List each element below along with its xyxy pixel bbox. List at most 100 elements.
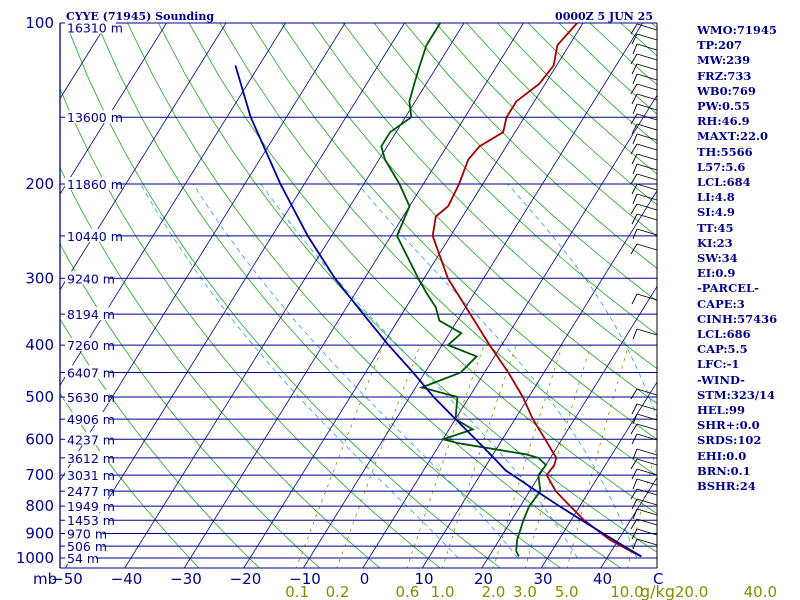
wind-barb [636,153,658,161]
wind-barb [636,448,658,456]
height-label: 2477 m [67,484,115,499]
dry-adiabat [373,23,657,302]
dry-adiabat [219,23,657,477]
isotherm [60,23,227,291]
temperature-tick-label: −50 [51,570,83,588]
index-line: MAXT:22.0 [697,129,768,144]
height-label-bg [65,228,116,242]
index-line: CAPE:3 [697,296,745,311]
wind-barb-flag [630,203,638,215]
dry-adiabat [60,87,441,568]
wind-barbs [630,23,658,550]
date-time: 0000Z 5 JUN 25 [555,10,653,23]
height-label-bg [65,389,110,403]
isotherm [362,94,657,568]
height-label-bg [65,365,110,379]
station-title: CYYE (71945) Sounding [66,10,214,23]
wind-barb [636,413,658,421]
wind-barb [636,113,658,121]
wind-barb-flag [631,123,638,135]
wind-barb-flag [632,413,638,425]
wind-barb-flag [632,508,638,520]
height-label-bg [65,551,96,564]
mixing-ratio-line [406,344,485,568]
wind-barb-flag [630,83,638,95]
wind-barb [636,33,658,41]
wind-barb-flag [630,458,638,470]
wind-barb-flag [631,213,638,225]
wind-barb [636,518,658,526]
wind-barb-flag [631,293,638,305]
height-label: 9240 m [67,271,115,286]
wind-barb-flag [630,423,638,435]
index-line: EI:0.9 [697,266,736,281]
isotherm [183,23,525,568]
height-label-bg [65,484,110,498]
temperature-tick-label: −20 [230,570,262,588]
wind-barb [636,293,658,301]
wind-barb-flag [630,518,638,530]
index-line: TT:45 [697,220,734,235]
moist-adiabat [140,183,459,559]
wind-barb-flag [632,478,638,490]
index-line: L57:5.6 [697,159,746,174]
mixing-ratio-line [336,344,421,568]
wind-barb-flag [630,388,638,400]
height-label: 11860 m [67,177,123,192]
dry-adiabat [60,166,381,568]
temperature-tick-label: 0 [360,570,370,588]
wind-barb [636,508,658,516]
index-line: BRN:0.1 [697,463,751,478]
wind-barb-flag [630,243,638,255]
index-line: STM:323/14 [697,387,776,402]
dry-adiabat [60,392,200,568]
isotherm [124,23,465,568]
dry-adiabat [60,242,321,568]
height-label-bg [65,539,103,553]
isotherms [60,23,657,568]
wind-barb [636,488,658,496]
height-label: 6407 m [67,365,115,380]
mixing-ratio-label: 0.6 [395,583,419,600]
index-line: PW:0.55 [697,99,751,114]
pressure-tick-label: 200 [25,175,54,193]
wind-barb [636,403,658,411]
height-label-bg [65,432,110,446]
wind-barb [636,53,658,61]
dry-adiabat [65,23,501,568]
wind-barb [636,243,658,251]
isotherm [302,23,644,568]
temperature-unit-label: C [653,570,663,588]
pressure-tick-label: 800 [25,497,54,515]
wind-barb [636,423,658,431]
mixing-ratio-unit-label: g/kg [640,582,675,600]
wind-barb-flag [632,163,638,175]
height-label-bg [65,271,110,285]
height-label: 16310 m [67,21,123,36]
index-line: WB0:769 [697,83,756,98]
height-label: 3031 m [67,468,115,483]
height-label: 54 m [67,551,99,566]
mixing-ratio-label: 0.2 [326,583,350,600]
wind-barb [636,83,658,91]
index-line: LI:4.8 [697,190,735,205]
wind-barb [636,478,658,486]
wind-barb-flag [632,103,638,115]
mixing-ratio-label: 2.0 [482,583,506,600]
pressure-tick-labels: 100 200 300 400 500 600 700 800 900 1000 [16,14,54,567]
index-line: -PARCEL- [697,281,759,296]
wind-barb-flag [631,403,638,415]
pressure-unit-label: mb [33,570,57,588]
wind-barb-flag [632,448,638,460]
mixing-ratio-label: 5.0 [555,583,579,600]
height-label-bg [65,177,116,191]
mixing-ratio-lines [295,344,657,568]
dry-adiabat [188,23,657,515]
index-line: -WIND- [697,372,745,387]
dewpoint-profile [380,23,548,557]
mixing-ratio-labels: 0.1 0.2 0.6 1.0 2.0 3.0 5.0 10.0 20.0 40.0 [285,583,777,600]
wind-barb-flag [630,23,638,35]
pressure-tick-label: 600 [25,430,54,448]
index-line: LCL:684 [697,175,751,190]
